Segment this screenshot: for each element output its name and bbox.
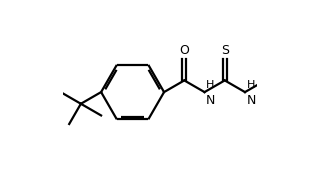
Text: N: N	[247, 94, 256, 107]
Text: S: S	[221, 44, 229, 57]
Text: H: H	[206, 80, 214, 90]
Text: H: H	[247, 80, 255, 90]
Text: O: O	[179, 44, 189, 57]
Text: N: N	[206, 94, 215, 107]
